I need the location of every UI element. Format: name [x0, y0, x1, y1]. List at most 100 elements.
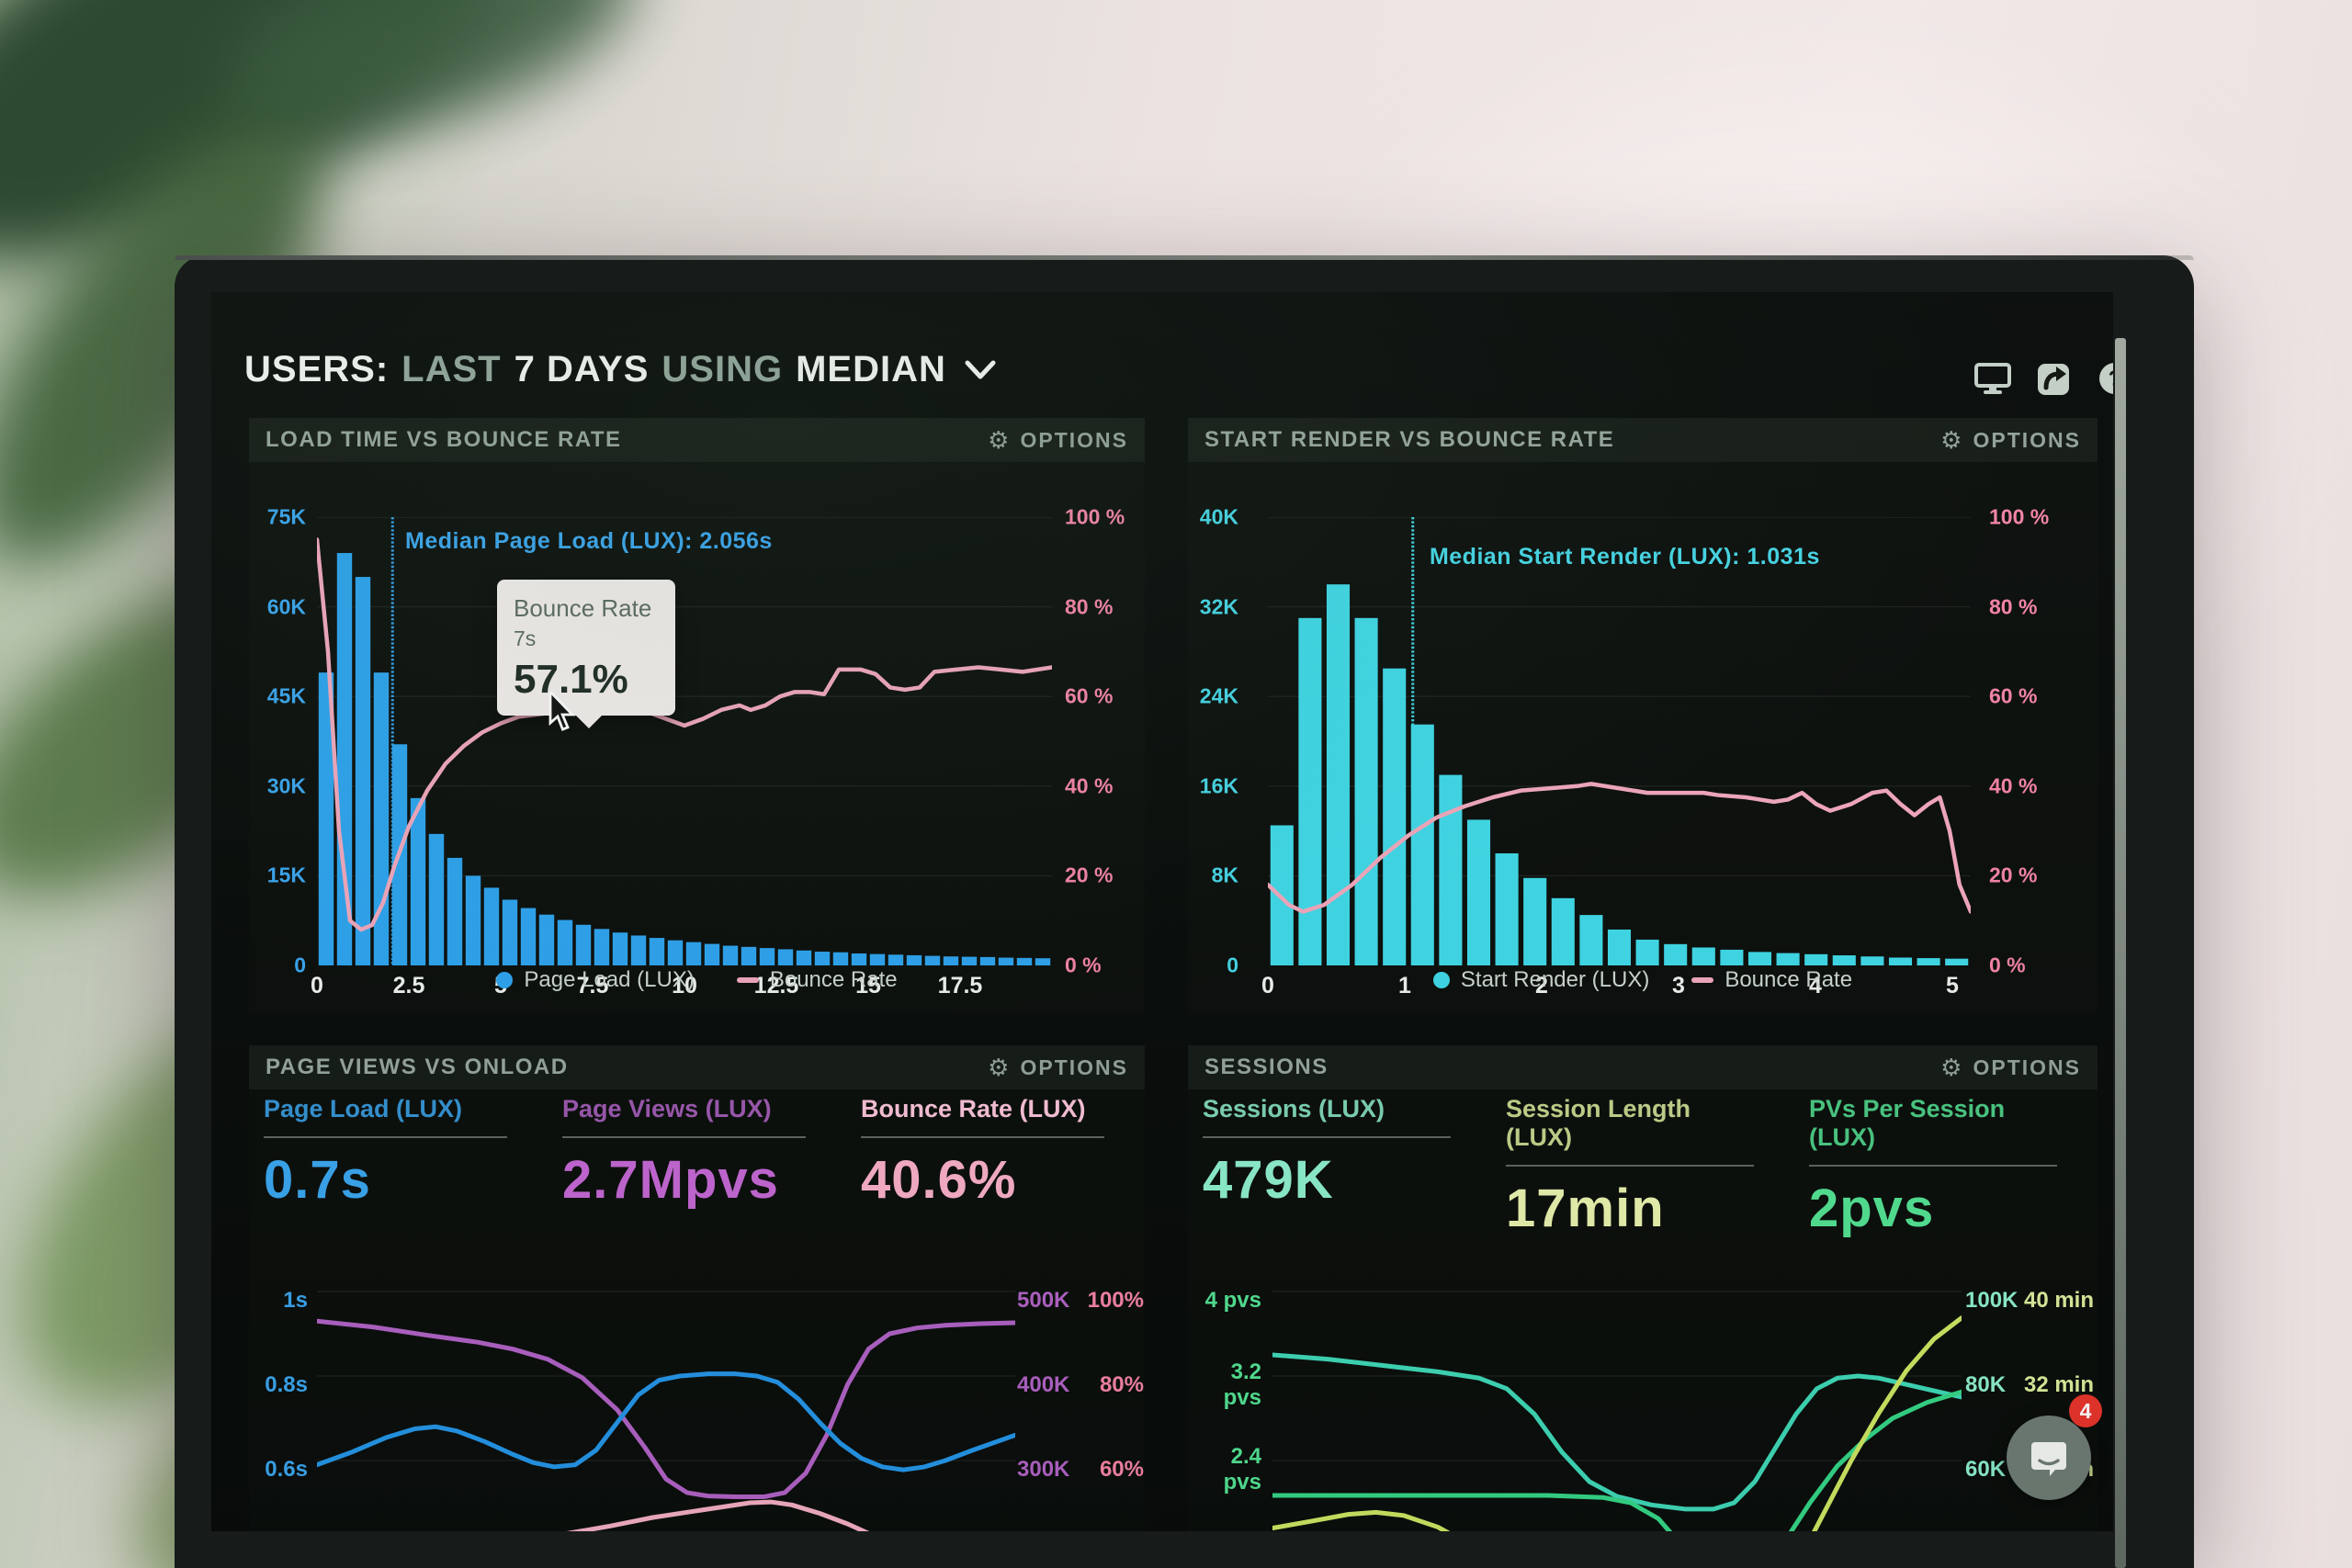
svg-text:?: ? — [2109, 367, 2113, 391]
page-views-chart — [317, 1282, 1015, 1531]
bezel-highlight — [2115, 338, 2126, 1568]
metric-label: Bounce Rate (LUX) — [861, 1095, 1086, 1122]
share-icon[interactable] — [2036, 360, 2073, 397]
options-label: OPTIONS — [1973, 1055, 2081, 1079]
title-muted: USING — [662, 349, 784, 389]
tooltip: Bounce Rate 7s 57.1% — [497, 580, 675, 729]
metric-label: PVs Per Session (LUX) — [1809, 1095, 2006, 1151]
y-axis-left: 40K 32K 24K 16K 8K 0 — [1199, 504, 1238, 977]
panel-header: START RENDER VS BOUNCE RATE ⚙ OPTIONS — [1188, 418, 2098, 462]
gear-icon: ⚙ — [1940, 1054, 1964, 1081]
legend-item-start-render[interactable]: Start Render (LUX) — [1432, 967, 1649, 993]
metric-label: Session Length (LUX) — [1506, 1095, 1691, 1151]
metric-rule — [562, 1136, 806, 1138]
title-bold: MEDIAN — [796, 349, 946, 389]
legend-item-bounce-rate[interactable]: Bounce Rate — [1691, 967, 1852, 993]
metric-value: 17min — [1506, 1179, 1665, 1238]
metrics-row: Page Load (LUX) 0.7s Page Views (LUX) 2.… — [249, 1095, 1145, 1211]
title-bold: 7 DAYS — [514, 349, 650, 389]
metric-rule — [861, 1136, 1104, 1138]
panel-header: SESSIONS ⚙ OPTIONS — [1188, 1045, 2098, 1089]
panel-start-render-vs-bounce-rate: START RENDER VS BOUNCE RATE ⚙ OPTIONS 40… — [1188, 418, 2098, 1013]
legend-dot-icon — [496, 972, 514, 988]
panel-title: SESSIONS — [1204, 1055, 1329, 1079]
y-axis-left: 75K 60K 45K 30K 15K 0 — [266, 504, 306, 977]
title-muted: LAST — [401, 349, 502, 389]
chat-launcher[interactable] — [2007, 1416, 2091, 1500]
laptop: USERS: LAST 7 DAYS USING MEDIAN — [175, 255, 2194, 1568]
options-button[interactable]: ⚙ OPTIONS — [1940, 1055, 2081, 1080]
panel-sessions: SESSIONS ⚙ OPTIONS Sessions (LUX) 479K S… — [1188, 1045, 2098, 1531]
metric-page-load: Page Load (LUX) 0.7s — [249, 1095, 548, 1211]
panel-header: PAGE VIEWS VS ONLOAD ⚙ OPTIONS — [249, 1045, 1145, 1089]
metric-rule — [1506, 1165, 1754, 1167]
legend-dot-icon — [1432, 972, 1450, 988]
options-label: OPTIONS — [1020, 1055, 1128, 1079]
metrics-row: Sessions (LUX) 479K Session Length (LUX)… — [1188, 1095, 2098, 1239]
metric-page-views: Page Views (LUX) 2.7Mpvs — [548, 1095, 846, 1211]
metric-rule — [1203, 1136, 1451, 1138]
load-time-plot[interactable]: Median Page Load (LUX): 2.056s Bounce Ra… — [317, 517, 1052, 965]
metric-pvs-per-session: PVs Per Session (LUX) 2pvs — [1794, 1095, 2098, 1239]
help-icon[interactable]: ? — [2097, 360, 2113, 397]
metric-value: 479K — [1203, 1150, 1334, 1210]
tooltip-title: Bounce Rate — [514, 594, 652, 623]
sessions-chart — [1272, 1282, 1962, 1531]
metric-rule — [264, 1136, 507, 1138]
panel-load-time-vs-bounce-rate: LOAD TIME VS BOUNCE RATE ⚙ OPTIONS 75K 60… — [249, 418, 1145, 1013]
panel-title: LOAD TIME VS BOUNCE RATE — [266, 427, 622, 452]
panel-title: START RENDER VS BOUNCE RATE — [1204, 427, 1615, 452]
metric-label: Page Load (LUX) — [264, 1095, 463, 1122]
y-axis-left: 1s0.8s 0.6s0.4s — [265, 1288, 308, 1482]
metric-value: 2pvs — [1809, 1179, 1935, 1238]
cursor-icon — [548, 692, 576, 732]
start-render-plot[interactable]: Median Start Render (LUX): 1.031s — [1268, 517, 1971, 965]
legend-item-bounce-rate[interactable]: Bounce Rate — [736, 967, 898, 993]
monitor-icon[interactable] — [1973, 361, 2012, 396]
page-views-plot[interactable] — [317, 1282, 1015, 1531]
dashboard-screen: USERS: LAST 7 DAYS USING MEDIAN — [211, 292, 2113, 1531]
panel-page-views-vs-onload: PAGE VIEWS VS ONLOAD ⚙ OPTIONS Page Load… — [249, 1045, 1145, 1531]
chat-unread-badge: 4 — [2069, 1394, 2102, 1427]
options-label: OPTIONS — [1973, 427, 2081, 452]
load-time-chart — [317, 517, 1052, 965]
legend-dash-icon — [1691, 977, 1714, 983]
users-range-dropdown[interactable]: USERS: LAST 7 DAYS USING MEDIAN — [244, 349, 996, 390]
y-axis-right: 100 % 80 % 60 % 40 % 20 % 0 % — [1989, 504, 2050, 977]
legend: Page Load (LUX) Bounce Rate — [249, 967, 1145, 993]
tooltip-value: 57.1% — [514, 657, 628, 703]
title-prefix: USERS: — [244, 349, 390, 389]
gear-icon: ⚙ — [988, 426, 1012, 454]
metric-label: Sessions (LUX) — [1203, 1095, 1385, 1122]
gear-icon: ⚙ — [1940, 426, 1964, 454]
metric-label: Page Views (LUX) — [562, 1095, 772, 1122]
metric-bounce-rate: Bounce Rate (LUX) 40.6% — [846, 1095, 1145, 1211]
options-button[interactable]: ⚙ OPTIONS — [988, 1055, 1128, 1080]
chevron-down-icon — [965, 360, 996, 378]
legend: Start Render (LUX) Bounce Rate — [1188, 967, 2098, 993]
metric-sessions: Sessions (LUX) 479K — [1188, 1095, 1491, 1239]
gear-icon: ⚙ — [988, 1054, 1012, 1081]
median-annotation: Median Start Render (LUX): 1.031s — [1429, 544, 1820, 570]
metric-rule — [1809, 1165, 2057, 1167]
panel-header: LOAD TIME VS BOUNCE RATE ⚙ OPTIONS — [249, 418, 1145, 462]
metric-value: 2.7Mpvs — [562, 1150, 779, 1210]
legend-item-page-load[interactable]: Page Load (LUX) — [496, 967, 695, 993]
legend-dash-icon — [736, 977, 759, 983]
chat-icon — [2031, 1442, 2066, 1476]
tooltip-subtitle: 7s — [514, 626, 537, 651]
start-render-chart — [1268, 517, 1971, 965]
metric-value: 0.7s — [264, 1150, 371, 1210]
options-button[interactable]: ⚙ OPTIONS — [988, 428, 1128, 453]
sessions-plot[interactable] — [1272, 1282, 1962, 1531]
median-annotation: Median Page Load (LUX): 2.056s — [405, 528, 773, 555]
options-button[interactable]: ⚙ OPTIONS — [1940, 428, 2081, 453]
panel-title: PAGE VIEWS VS ONLOAD — [266, 1055, 569, 1079]
metric-value: 40.6% — [861, 1150, 1017, 1210]
metric-session-length: Session Length (LUX) 17min — [1491, 1095, 1794, 1239]
options-label: OPTIONS — [1020, 427, 1128, 452]
